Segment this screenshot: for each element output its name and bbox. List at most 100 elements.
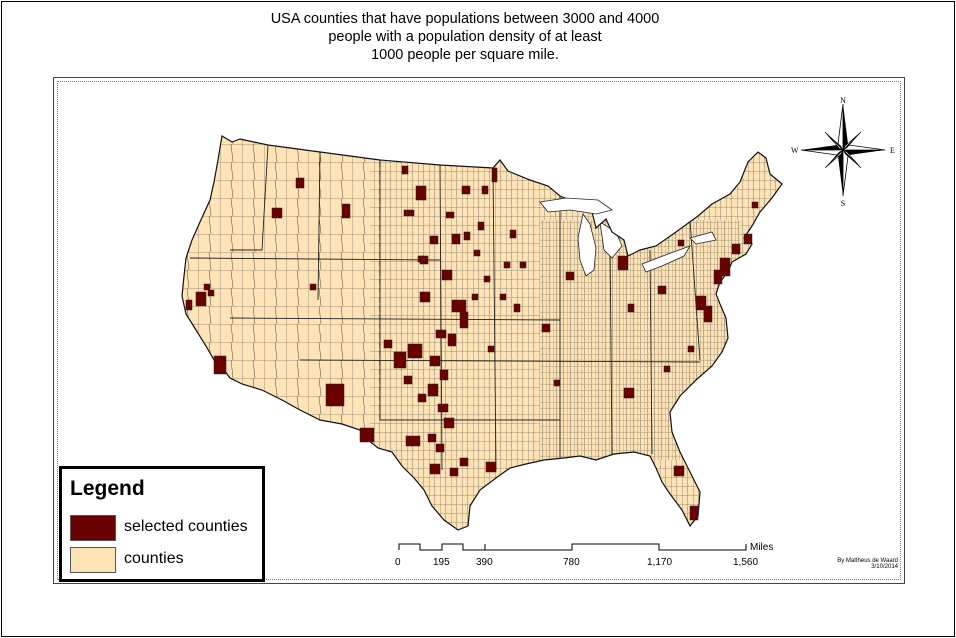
map-frame <box>53 77 905 584</box>
legend-swatch-selected <box>70 515 116 541</box>
selected-county <box>325 383 345 407</box>
selected-county <box>703 305 713 323</box>
selected-county <box>443 417 455 429</box>
selected-county <box>663 365 671 373</box>
scale-tick-390: 390 <box>476 557 493 568</box>
selected-county <box>429 355 441 367</box>
selected-county <box>435 443 445 453</box>
credit-date: 3/10/2014 <box>871 564 898 570</box>
selected-county <box>203 283 211 291</box>
selected-county <box>513 303 521 313</box>
title-line-2: people with a population density of at l… <box>328 29 602 45</box>
selected-county <box>677 239 685 247</box>
selected-county <box>427 433 437 443</box>
selected-county <box>695 295 707 311</box>
selected-county <box>627 303 635 313</box>
selected-county <box>553 379 561 387</box>
scale-tick-1560: 1,560 <box>733 557 759 568</box>
scale-tick-0: 0 <box>395 557 401 568</box>
selected-county <box>483 275 491 283</box>
selected-county <box>271 207 283 219</box>
selected-county <box>427 383 439 397</box>
scale-unit: Miles <box>750 542 774 553</box>
selected-county <box>439 369 449 381</box>
selected-county <box>403 375 413 385</box>
compass-n: N <box>840 96 846 105</box>
selected-county <box>673 465 685 477</box>
credit-author: By Mattheus de Waard <box>837 558 898 564</box>
selected-county <box>415 185 427 201</box>
lake-superior <box>539 197 613 215</box>
selected-county <box>195 291 207 307</box>
title-line-1: USA counties that have populations betwe… <box>270 11 660 27</box>
selected-county <box>419 291 431 303</box>
selected-counties-layer <box>185 165 759 521</box>
legend-title: Legend <box>70 477 145 500</box>
selected-county <box>713 269 723 285</box>
compass-e: E <box>890 146 895 155</box>
title-line-3: 1000 people per square mile. <box>371 47 559 63</box>
north-arrow-icon: N S E W <box>791 96 895 208</box>
selected-county <box>459 457 469 467</box>
legend-label-counties: counties <box>124 550 184 567</box>
selected-county <box>751 201 759 209</box>
selected-county <box>417 393 427 403</box>
selected-county <box>383 339 393 349</box>
selected-county <box>509 229 517 239</box>
selected-county <box>731 243 741 255</box>
selected-county <box>491 167 498 183</box>
selected-county <box>445 211 455 219</box>
selected-county <box>485 461 497 473</box>
compass-s: S <box>841 199 845 208</box>
selected-county <box>519 261 527 269</box>
selected-county <box>417 255 425 263</box>
scale-bar <box>398 543 747 551</box>
legend: Legend selected counties counties <box>59 466 265 582</box>
selected-county <box>481 185 489 195</box>
selected-county <box>185 299 193 311</box>
selected-county <box>451 299 467 313</box>
selected-county <box>461 185 471 195</box>
selected-county <box>429 235 439 245</box>
selected-county <box>463 231 471 241</box>
selected-county <box>499 293 507 301</box>
selected-county <box>689 505 699 521</box>
selected-county <box>473 249 481 257</box>
selected-county <box>401 165 409 175</box>
selected-county <box>309 283 317 291</box>
selected-county <box>405 435 421 447</box>
selected-county <box>487 345 495 353</box>
scale-tick-1170: 1,170 <box>647 557 673 568</box>
map-title: USA counties that have populations betwe… <box>180 10 750 64</box>
legend-swatch-counties <box>70 547 116 573</box>
selected-county <box>719 257 731 277</box>
scale-tick-195: 195 <box>433 557 450 568</box>
selected-county <box>359 427 375 443</box>
selected-county <box>477 221 485 231</box>
selected-county <box>471 293 479 301</box>
compass-w: W <box>791 146 799 155</box>
legend-label-selected: selected counties <box>124 518 248 535</box>
selected-county <box>435 329 447 339</box>
map-frame-inner <box>57 81 901 580</box>
selected-county <box>341 203 351 219</box>
selected-county <box>213 355 227 375</box>
selected-county <box>447 333 457 347</box>
selected-county <box>617 255 629 271</box>
selected-county <box>393 351 407 369</box>
selected-county <box>687 345 695 353</box>
selected-county <box>623 387 635 399</box>
selected-county <box>451 233 461 245</box>
scale-tick-780: 780 <box>563 557 580 568</box>
selected-county <box>503 261 511 269</box>
selected-county <box>565 271 575 281</box>
selected-county <box>207 289 215 297</box>
selected-county <box>295 177 305 189</box>
selected-county <box>429 463 441 475</box>
selected-county <box>459 311 469 329</box>
selected-county <box>743 233 753 245</box>
selected-county <box>407 343 423 359</box>
selected-county <box>437 403 449 413</box>
